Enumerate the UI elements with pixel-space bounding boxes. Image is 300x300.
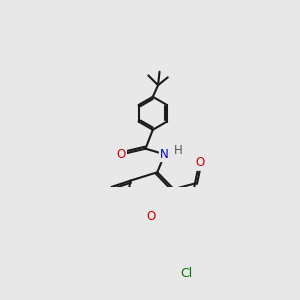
Text: O: O — [116, 148, 126, 161]
Text: Cl: Cl — [180, 267, 193, 280]
Text: H: H — [174, 144, 182, 158]
Text: O: O — [146, 210, 155, 223]
Text: O: O — [195, 156, 204, 170]
Text: N: N — [160, 148, 169, 161]
